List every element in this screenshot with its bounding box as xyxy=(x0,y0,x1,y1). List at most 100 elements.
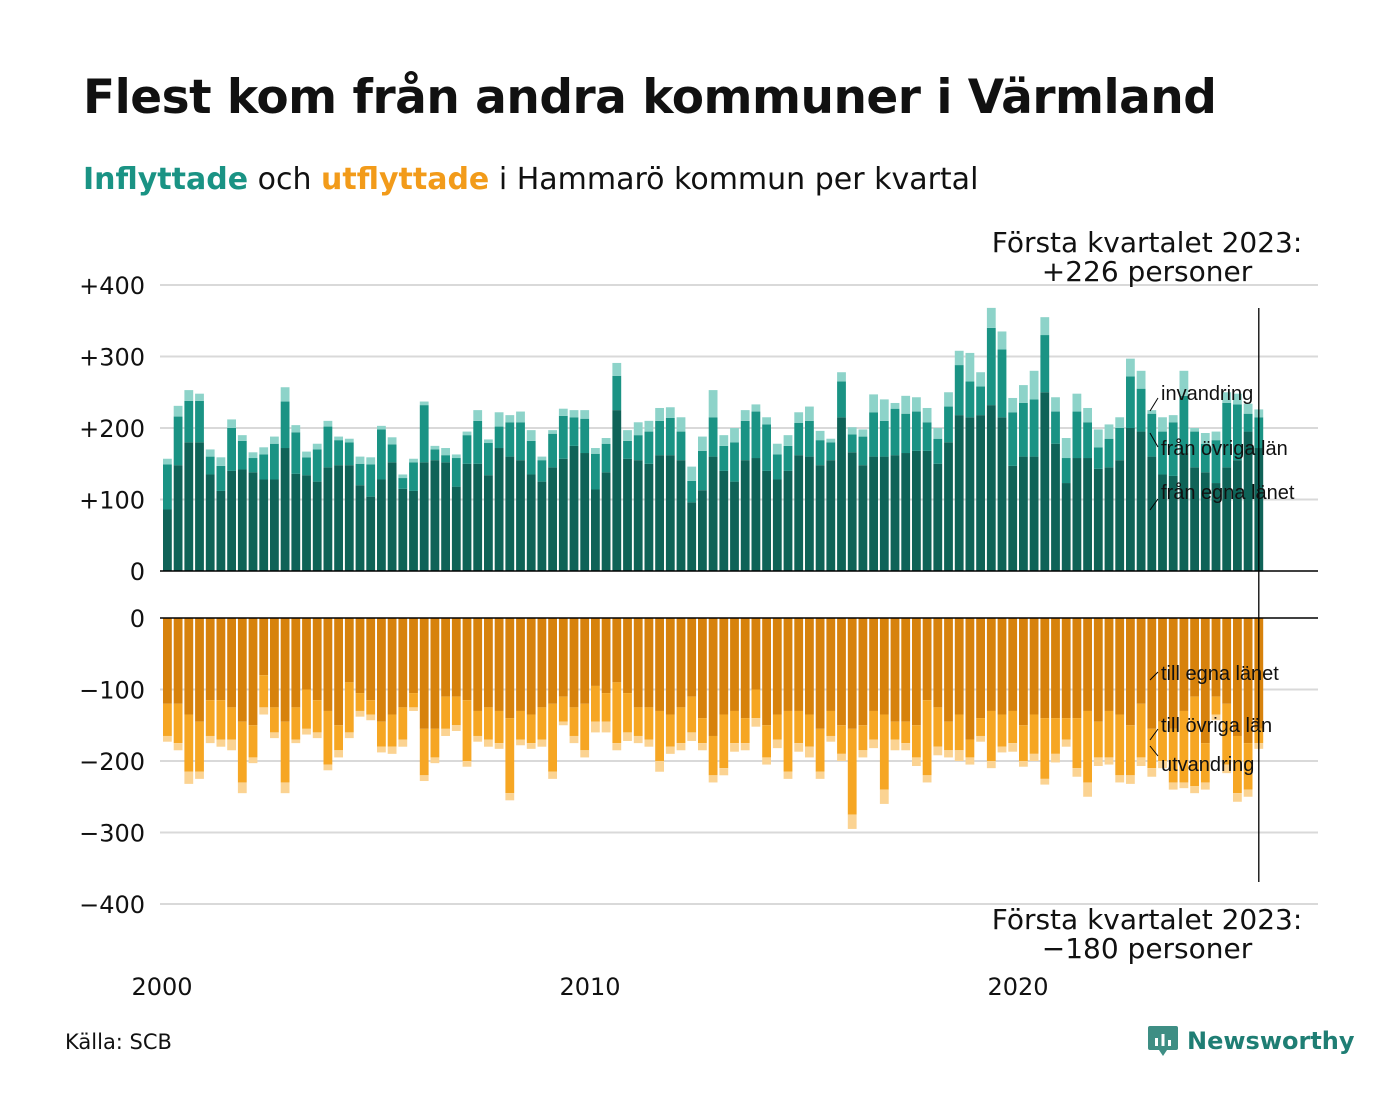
bar-in-1 xyxy=(591,453,600,490)
bar-in-2 xyxy=(976,372,985,387)
bar-out-0 xyxy=(879,618,889,715)
bar-out-2 xyxy=(302,728,311,735)
legend-out-label: till egna länet xyxy=(1161,663,1279,685)
bar-out-1 xyxy=(687,696,697,733)
bar-in-0 xyxy=(837,417,846,571)
bar-in-1 xyxy=(377,429,386,480)
bar-in-1 xyxy=(623,440,632,459)
bar-in-0 xyxy=(805,456,814,571)
bar-out-1 xyxy=(1126,725,1135,776)
bar-in-2 xyxy=(312,443,322,450)
bar-out-0 xyxy=(1019,618,1028,726)
bar-in-0 xyxy=(826,460,836,571)
bar-in-0 xyxy=(665,455,675,571)
bar-in-1 xyxy=(730,442,739,482)
bar-out-0 xyxy=(1136,618,1146,704)
bar-in-0 xyxy=(687,502,697,571)
brand-logo: Newsworthy xyxy=(1147,1024,1355,1058)
bar-out-0 xyxy=(1190,618,1199,697)
subtitle-rest: i Hammarö kommun per kvartal xyxy=(498,162,979,197)
bar-in-0 xyxy=(291,473,301,571)
bar-in-1 xyxy=(751,411,761,459)
bar-out-2 xyxy=(601,721,611,733)
bar-out-2 xyxy=(1233,793,1242,802)
bar-out-0 xyxy=(291,618,301,708)
x-tick-label: 2010 xyxy=(559,973,620,1001)
bar-in-0 xyxy=(398,488,408,571)
bar-out-2 xyxy=(1115,775,1125,783)
y-tick-label: +400 xyxy=(79,272,145,300)
bar-in-0 xyxy=(323,467,333,571)
annotation-bottom-line1: Första kvartalet 2023: xyxy=(992,903,1303,936)
bar-out-1 xyxy=(986,710,996,761)
bar-out-1 xyxy=(473,710,483,736)
bar-in-0 xyxy=(237,469,247,571)
bar-in-1 xyxy=(205,456,215,475)
bar-out-1 xyxy=(398,707,408,740)
bar-out-2 xyxy=(441,728,450,736)
annotation-top-line2: +226 personer xyxy=(1042,255,1253,288)
bar-in-0 xyxy=(419,462,429,571)
bar-in-2 xyxy=(644,420,654,432)
bar-out-1 xyxy=(655,710,664,761)
bar-in-1 xyxy=(698,450,707,491)
bar-in-2 xyxy=(548,430,557,434)
annotation-bottom-line2: −180 personer xyxy=(1042,932,1253,965)
bar-out-0 xyxy=(612,618,622,683)
bar-in-1 xyxy=(1115,428,1125,461)
bar-out-0 xyxy=(441,618,450,697)
bar-in-1 xyxy=(548,433,557,468)
bar-out-0 xyxy=(772,618,782,715)
bar-out-2 xyxy=(708,775,718,783)
bar-in-2 xyxy=(184,390,194,401)
bar-in-2 xyxy=(837,372,846,382)
bar-out-1 xyxy=(1019,725,1028,761)
bar-in-0 xyxy=(591,489,600,571)
bar-out-2 xyxy=(676,743,686,751)
bar-in-2 xyxy=(890,402,900,409)
bar-in-2 xyxy=(922,407,932,423)
bar-in-1 xyxy=(1168,422,1178,476)
bar-out-1 xyxy=(708,735,718,776)
bar-in-1 xyxy=(270,443,279,480)
bar-in-1 xyxy=(1104,438,1114,468)
bar-in-1 xyxy=(815,440,825,466)
bar-out-2 xyxy=(933,746,943,756)
bar-in-1 xyxy=(173,416,183,466)
bar-in-0 xyxy=(163,509,172,571)
bar-out-0 xyxy=(676,618,686,708)
bar-out-1 xyxy=(1179,710,1189,783)
bar-out-1 xyxy=(323,710,333,765)
bar-in-0 xyxy=(986,405,996,571)
bar-out-1 xyxy=(1115,714,1125,776)
bar-in-0 xyxy=(473,463,483,571)
bar-out-1 xyxy=(730,710,739,744)
bar-out-2 xyxy=(248,757,258,764)
bar-in-1 xyxy=(441,455,450,463)
bar-out-1 xyxy=(837,725,846,754)
subtitle-out-word: utflyttade xyxy=(321,162,490,197)
bar-out-0 xyxy=(762,618,771,726)
bar-out-2 xyxy=(1072,768,1082,777)
bar-out-1 xyxy=(794,710,804,744)
bar-in-0 xyxy=(1179,453,1189,571)
bar-out-0 xyxy=(430,618,440,729)
bar-out-1 xyxy=(537,707,547,740)
bar-out-2 xyxy=(954,750,964,761)
bar-in-1 xyxy=(1126,376,1135,428)
bar-in-0 xyxy=(698,490,707,571)
bar-out-0 xyxy=(355,618,365,694)
bar-out-2 xyxy=(762,757,771,765)
bar-in-1 xyxy=(1029,399,1039,457)
bar-out-1 xyxy=(494,710,504,744)
y-tick-label: −400 xyxy=(79,891,145,919)
bar-in-1 xyxy=(997,349,1007,418)
bar-out-1 xyxy=(516,710,525,740)
bar-in-1 xyxy=(847,434,857,453)
bar-in-1 xyxy=(184,400,194,443)
bar-in-2 xyxy=(173,405,183,417)
bar-in-0 xyxy=(623,458,632,571)
bar-out-0 xyxy=(216,618,226,701)
bar-in-1 xyxy=(1233,404,1242,461)
bar-in-0 xyxy=(976,415,985,571)
